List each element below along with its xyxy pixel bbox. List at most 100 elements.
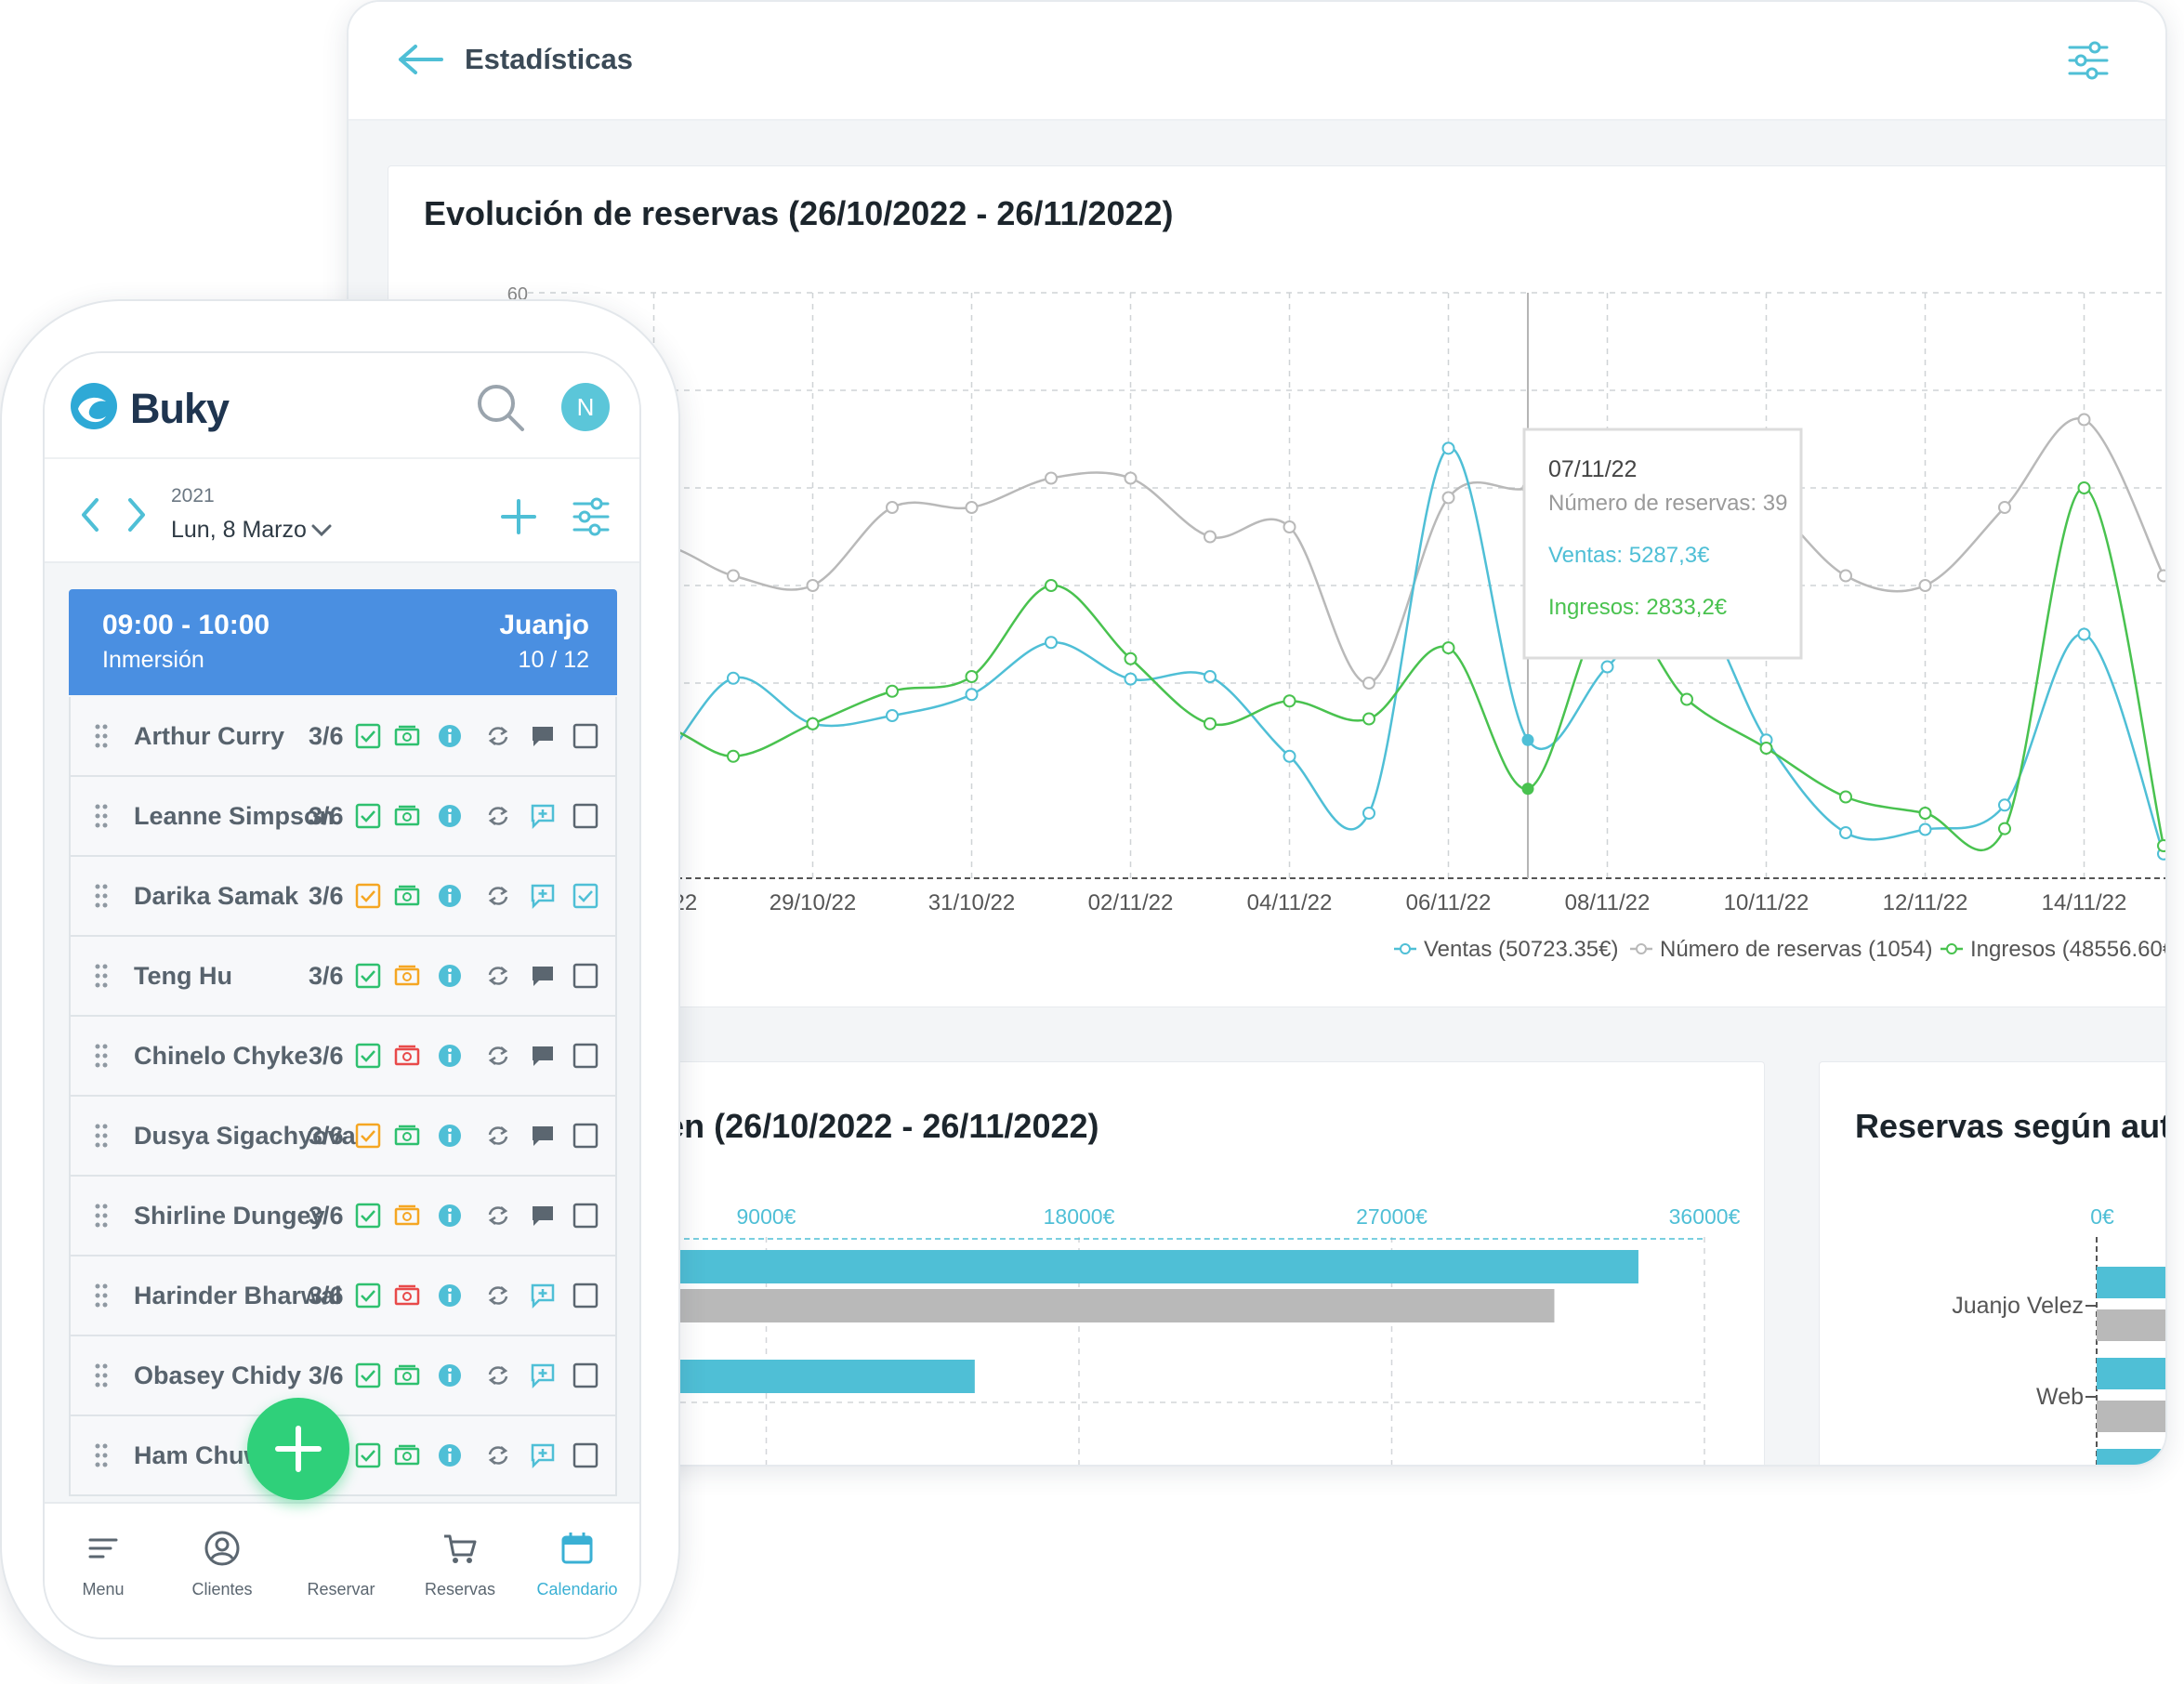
nav-menu[interactable]: Menu bbox=[52, 1530, 154, 1599]
info-icon[interactable] bbox=[437, 723, 463, 749]
drag-handle-icon[interactable] bbox=[95, 1123, 108, 1149]
nav-clientes[interactable]: Clientes bbox=[171, 1530, 273, 1599]
select-checkbox[interactable] bbox=[572, 1283, 599, 1309]
payment-status-icon[interactable] bbox=[394, 1362, 420, 1388]
x-tick-label: 04/11/22 bbox=[1247, 890, 1333, 915]
select-checkbox[interactable] bbox=[572, 1123, 599, 1149]
sync-icon[interactable] bbox=[485, 1203, 511, 1229]
drag-handle-icon[interactable] bbox=[95, 963, 108, 989]
date-selector[interactable]: Lun, 8 Marzo bbox=[171, 517, 307, 543]
payment-status-icon[interactable] bbox=[394, 883, 420, 909]
checkin-status-icon[interactable] bbox=[355, 963, 381, 989]
add-comment-icon[interactable] bbox=[530, 1283, 556, 1309]
info-icon[interactable] bbox=[437, 1203, 463, 1229]
checkin-status-icon[interactable] bbox=[355, 723, 381, 749]
checkin-status-icon[interactable] bbox=[355, 1043, 381, 1069]
chevron-left-icon[interactable] bbox=[78, 496, 102, 533]
sync-icon[interactable] bbox=[485, 1123, 511, 1149]
select-checkbox[interactable] bbox=[572, 963, 599, 989]
drag-handle-icon[interactable] bbox=[95, 1442, 108, 1468]
select-checkbox[interactable] bbox=[572, 883, 599, 909]
participant-row[interactable]: Harinder Bharwal 3/6 bbox=[69, 1256, 617, 1336]
drag-handle-icon[interactable] bbox=[95, 1362, 108, 1388]
participant-row[interactable]: Dusya Sigachyova 3/6 bbox=[69, 1097, 617, 1177]
plus-icon[interactable] bbox=[500, 498, 537, 535]
add-comment-icon[interactable] bbox=[530, 1442, 556, 1469]
participant-row[interactable]: Darika Samak 3/6 bbox=[69, 857, 617, 937]
add-booking-button[interactable] bbox=[247, 1398, 349, 1500]
participant-count: 3/6 bbox=[309, 1042, 344, 1070]
drag-handle-icon[interactable] bbox=[95, 1043, 108, 1069]
drag-handle-icon[interactable] bbox=[95, 883, 108, 909]
add-comment-icon[interactable] bbox=[530, 1362, 556, 1389]
filter-sliders-icon[interactable] bbox=[572, 496, 610, 537]
search-icon[interactable] bbox=[474, 381, 526, 433]
avatar[interactable]: N bbox=[561, 383, 610, 431]
participant-row[interactable]: Leanne Simpson 3/6 bbox=[69, 777, 617, 857]
payment-status-icon[interactable] bbox=[394, 963, 420, 989]
add-comment-icon[interactable] bbox=[530, 883, 556, 910]
info-icon[interactable] bbox=[437, 1043, 463, 1069]
chevron-down-icon[interactable] bbox=[310, 522, 333, 539]
sync-icon[interactable] bbox=[485, 723, 511, 749]
drag-handle-icon[interactable] bbox=[95, 1283, 108, 1309]
info-icon[interactable] bbox=[437, 803, 463, 829]
checkin-status-icon[interactable] bbox=[355, 1203, 381, 1229]
checkin-status-icon[interactable] bbox=[355, 1123, 381, 1149]
select-checkbox[interactable] bbox=[572, 1043, 599, 1069]
payment-status-icon[interactable] bbox=[394, 1442, 420, 1468]
payment-status-icon[interactable] bbox=[394, 1283, 420, 1309]
nav-reservas[interactable]: Reservas bbox=[409, 1530, 511, 1599]
sync-icon[interactable] bbox=[485, 883, 511, 909]
checkin-status-icon[interactable] bbox=[355, 803, 381, 829]
info-icon[interactable] bbox=[437, 1123, 463, 1149]
info-icon[interactable] bbox=[437, 1283, 463, 1309]
info-icon[interactable] bbox=[437, 1362, 463, 1388]
info-icon[interactable] bbox=[437, 883, 463, 909]
sync-icon[interactable] bbox=[485, 803, 511, 829]
sync-icon[interactable] bbox=[485, 1043, 511, 1069]
select-checkbox[interactable] bbox=[572, 1362, 599, 1388]
comment-icon[interactable] bbox=[530, 1123, 556, 1149]
sync-icon[interactable] bbox=[485, 1362, 511, 1388]
drag-handle-icon[interactable] bbox=[95, 723, 108, 749]
sync-icon[interactable] bbox=[485, 1283, 511, 1309]
checkin-status-icon[interactable] bbox=[355, 1283, 381, 1309]
select-checkbox[interactable] bbox=[572, 1442, 599, 1468]
participant-count: 3/6 bbox=[309, 802, 344, 830]
payment-status-icon[interactable] bbox=[394, 723, 420, 749]
sync-icon[interactable] bbox=[485, 1442, 511, 1468]
filter-sliders-icon[interactable] bbox=[2067, 39, 2110, 82]
drag-handle-icon[interactable] bbox=[95, 1203, 108, 1229]
back-arrow-icon[interactable] bbox=[397, 43, 445, 76]
comment-icon[interactable] bbox=[530, 1043, 556, 1069]
info-icon[interactable] bbox=[437, 963, 463, 989]
checkin-status-icon[interactable] bbox=[355, 1442, 381, 1468]
participant-row[interactable]: Obasey Chidy 3/6 bbox=[69, 1336, 617, 1416]
payment-status-icon[interactable] bbox=[394, 1203, 420, 1229]
nav-calendario[interactable]: Calendario bbox=[526, 1530, 628, 1599]
session-header[interactable]: 09:00 - 10:00 Inmersión Juanjo 10 / 12 bbox=[69, 589, 617, 695]
payment-status-icon[interactable] bbox=[394, 1043, 420, 1069]
select-checkbox[interactable] bbox=[572, 803, 599, 829]
comment-icon[interactable] bbox=[530, 1203, 556, 1229]
participant-row[interactable]: Arthur Curry 3/6 bbox=[69, 697, 617, 777]
drag-handle-icon[interactable] bbox=[95, 803, 108, 829]
participant-row[interactable]: Chinelo Chyke 3/6 bbox=[69, 1017, 617, 1097]
comment-icon[interactable] bbox=[530, 963, 556, 989]
payment-status-icon[interactable] bbox=[394, 1123, 420, 1149]
add-comment-icon[interactable] bbox=[530, 803, 556, 830]
autor-title: Reservas según autor bbox=[1855, 1107, 2165, 1145]
select-checkbox[interactable] bbox=[572, 723, 599, 749]
participant-row[interactable]: Shirline Dungey 3/6 bbox=[69, 1177, 617, 1256]
comment-icon[interactable] bbox=[530, 723, 556, 749]
payment-status-icon[interactable] bbox=[394, 803, 420, 829]
select-checkbox[interactable] bbox=[572, 1203, 599, 1229]
sync-icon[interactable] bbox=[485, 963, 511, 989]
participant-row[interactable]: Teng Hu 3/6 bbox=[69, 937, 617, 1017]
checkin-status-icon[interactable] bbox=[355, 883, 381, 909]
info-icon[interactable] bbox=[437, 1442, 463, 1468]
nav-reservar[interactable]: Reservar bbox=[290, 1530, 392, 1599]
checkin-status-icon[interactable] bbox=[355, 1362, 381, 1388]
chevron-right-icon[interactable] bbox=[125, 496, 149, 533]
